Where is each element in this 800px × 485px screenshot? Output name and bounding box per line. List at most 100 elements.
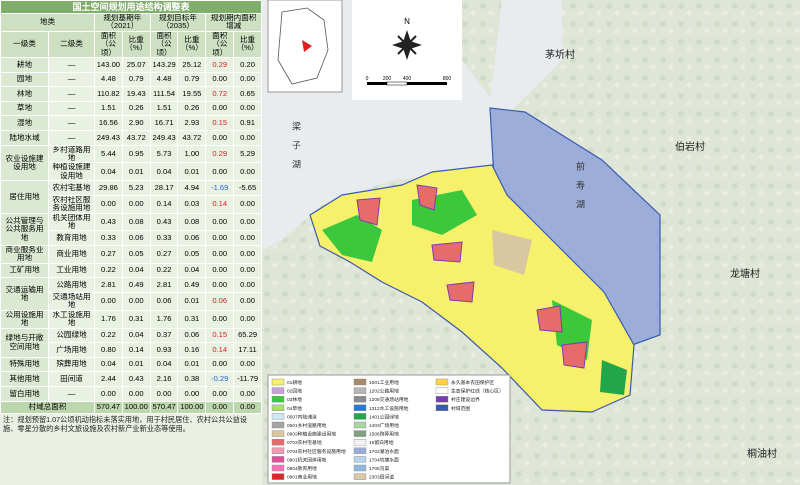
legend-swatch (271, 413, 285, 420)
subcategory-cell: — (48, 57, 95, 73)
value-cell: 0.04 (149, 162, 179, 182)
table-row: 交通场站用地 0.00 0.00 0.06 0.01 0.06 0.00 (1, 292, 262, 311)
table-note: 注：规划预留1.07公顷机动指标未落实用地，用于村民居住、农村公共公益设施、零星… (3, 414, 247, 433)
category-cell: 陆地水域 (0, 130, 49, 146)
category-cell: 交通运输用地 (0, 277, 49, 311)
value-cell: 0.37 (149, 327, 179, 344)
category-cell: 商业服务业用地 (0, 245, 49, 264)
value-cell: 0.06 (121, 230, 151, 247)
header-cell: 面积（公顷） (205, 30, 235, 59)
legend-swatch (353, 464, 367, 472)
subcategory-cell: — (48, 130, 95, 146)
scale-bar (367, 81, 447, 86)
land-use-table: 国土空间规划用途结构调整表 地类 规划基期年（2021） 规划目标年（2035）… (0, 0, 262, 414)
header-cell: 规划基期年（2021） (94, 13, 151, 32)
value-cell: 0.00 (233, 230, 262, 247)
legend-label: 0507内陆滩涂 (287, 413, 317, 420)
legend-label: 1506殡葬用地 (369, 431, 399, 438)
table-row: 农业设施建设用地 乡村道路用地 5.44 0.95 5.73 1.00 0.29 5.29 (0, 144, 262, 182)
value-cell: 0.06 (205, 292, 235, 311)
subcategory-cell: — (48, 115, 95, 131)
north-arrow (392, 30, 422, 60)
legend-label: 0804教育用地 (287, 465, 317, 472)
table-row: 耕地 —143.00 25.07 143.29 25.12 0.29 0.20 (0, 57, 262, 73)
value-cell: 0.00 (233, 212, 262, 232)
value-cell: 0.00 (233, 356, 262, 373)
legend-swatch (271, 464, 285, 472)
value-cell: 0.49 (177, 277, 207, 294)
value-cell: 0.93 (149, 342, 179, 358)
value-cell: 0.00 (94, 292, 123, 311)
value-cell: -0.29 (205, 371, 235, 388)
value-cell: 0.00 (233, 162, 262, 182)
category-cell: 林地 (0, 86, 49, 102)
settlement (561, 341, 588, 369)
subcategory-cell: 殡葬用地 (48, 356, 95, 373)
value-cell: 0.00 (205, 400, 235, 414)
total-row: 村域总面积 570.47 100.00 570.47 100.00 0.00 0.00 (0, 400, 262, 414)
legend-label: 村庄建设边界 (451, 396, 480, 403)
legend-swatch (271, 439, 285, 446)
value-cell: 0.00 (233, 262, 262, 279)
legend-swatch (353, 396, 367, 403)
value-cell: 0.14 (205, 342, 235, 358)
legend-swatch (353, 473, 367, 480)
value-cell: 0.06 (177, 230, 207, 247)
value-cell: 0.95 (121, 144, 151, 164)
value-cell: 0.01 (177, 162, 207, 182)
value-cell: 143.00 (94, 57, 123, 73)
value-cell: 0.00 (205, 100, 235, 117)
value-cell: 2.81 (94, 277, 123, 294)
value-cell: 0.14 (205, 194, 235, 214)
settlement (446, 281, 475, 303)
locator-outline (277, 7, 329, 85)
value-cell: 65.29 (233, 327, 262, 344)
category-cell: 农业设施建设用地 (0, 144, 49, 182)
scale-label: 0 (366, 76, 369, 82)
header-cell: 一级类 (0, 30, 49, 59)
value-cell: 5.23 (121, 180, 151, 196)
value-cell: 4.48 (94, 71, 123, 88)
value-cell: 0.01 (177, 292, 207, 311)
value-cell: 17.11 (233, 342, 262, 358)
lake-water (490, 0, 562, 110)
category-cell: 草地 (0, 100, 49, 117)
value-cell: 1.00 (177, 144, 207, 164)
value-cell: 0.22 (94, 327, 123, 344)
value-cell: 0.27 (94, 245, 123, 264)
value-cell: 2.81 (149, 277, 179, 294)
value-cell: 0.49 (121, 277, 151, 294)
table-row: 陆地水域 —249.43 43.72 249.43 43.72 0.00 0.00 (0, 130, 262, 146)
lake-label: 前寿湖 (575, 160, 585, 218)
value-cell: 0.00 (233, 194, 262, 214)
value-cell: 0.14 (121, 342, 151, 358)
value-cell: 16.56 (94, 115, 123, 131)
value-cell: 0.00 (205, 71, 235, 88)
value-cell: 249.43 (94, 130, 123, 146)
value-cell: 0.00 (233, 309, 262, 329)
value-cell: 0.01 (121, 356, 151, 373)
value-cell: 0.33 (149, 230, 179, 247)
legend-label: 1001工业用地 (369, 379, 399, 386)
value-cell: 0.79 (121, 71, 151, 88)
value-cell: 100.00 (177, 400, 207, 414)
legend-swatch (435, 378, 449, 386)
category-cell: 特殊用地 (0, 356, 49, 373)
value-cell: 2.93 (177, 115, 207, 131)
locator-marker (302, 40, 312, 52)
legend-label: 16留白用地 (369, 439, 394, 446)
value-cell: 0.00 (233, 292, 262, 311)
table-row: 交通运输用地 公路用地 2.81 0.49 2.81 0.49 0.00 0.00 (0, 277, 262, 311)
legend-swatch (353, 439, 367, 446)
value-cell: 1.76 (94, 309, 123, 329)
value-cell: 0.72 (205, 86, 235, 102)
value-cell: 0.26 (121, 100, 151, 117)
subcategory-cell: — (48, 386, 95, 402)
legend-swatch (353, 404, 367, 411)
legend-swatch (271, 456, 285, 463)
legend-swatch (435, 396, 449, 403)
header-cell: 面积（公顷） (94, 30, 123, 59)
value-cell: 0.04 (121, 327, 151, 344)
legend-swatch (353, 378, 367, 386)
legend-swatch (271, 421, 285, 429)
